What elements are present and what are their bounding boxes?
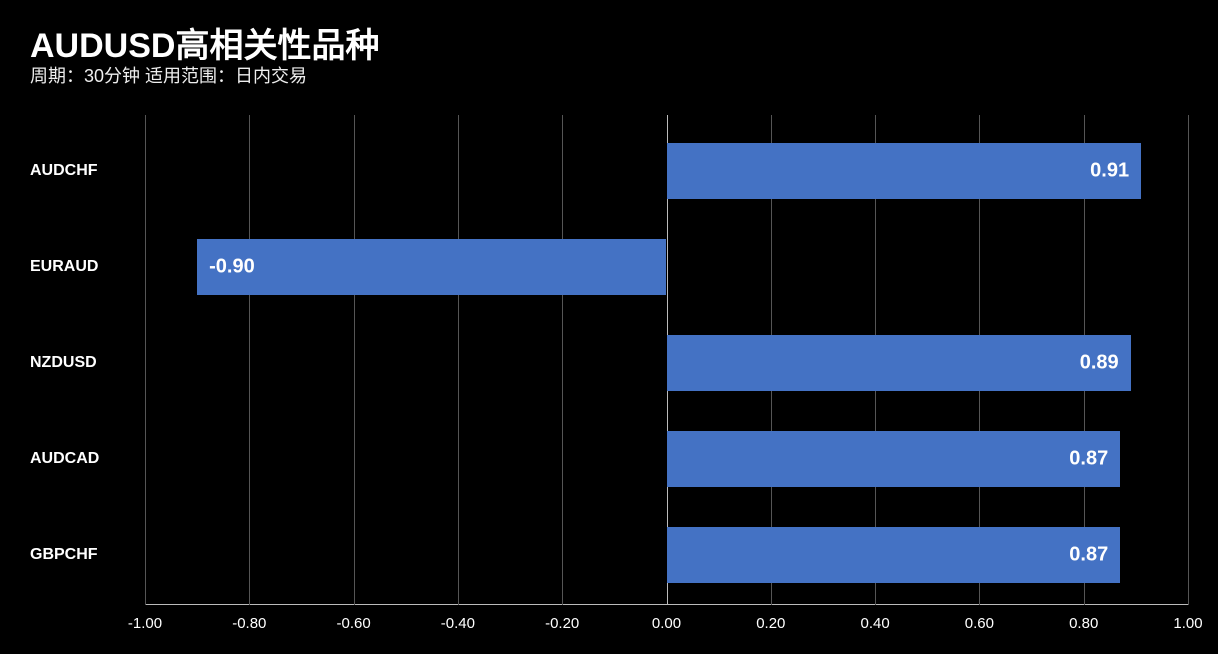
y-category-label: EURAUD bbox=[30, 258, 135, 276]
x-tick-label: -0.80 bbox=[232, 615, 266, 632]
bar-row: -0.90 bbox=[145, 239, 1188, 295]
bar-value-label: 0.87 bbox=[1069, 448, 1108, 471]
x-tick-label: -1.00 bbox=[128, 615, 162, 632]
bar-value-label: 0.91 bbox=[1090, 160, 1129, 183]
chart-title: AUDUSD高相关性品种 bbox=[30, 18, 379, 67]
chart-area: -1.00-0.80-0.60-0.40-0.200.000.200.400.6… bbox=[30, 115, 1188, 605]
bar-row: 0.87 bbox=[145, 527, 1188, 583]
bar-row: 0.89 bbox=[145, 335, 1188, 391]
y-category-label: NZDUSD bbox=[30, 354, 135, 372]
bar-value-label: 0.89 bbox=[1080, 352, 1119, 375]
x-tick-label: 0.20 bbox=[756, 615, 785, 632]
x-tick-label: 0.40 bbox=[860, 615, 889, 632]
bar bbox=[197, 239, 666, 295]
plot-area: -1.00-0.80-0.60-0.40-0.200.000.200.400.6… bbox=[145, 115, 1188, 605]
bar-row: 0.87 bbox=[145, 431, 1188, 487]
x-tick-label: -0.20 bbox=[545, 615, 579, 632]
bar-value-label: 0.87 bbox=[1069, 544, 1108, 567]
x-tick-label: -0.60 bbox=[336, 615, 370, 632]
y-category-label: AUDCAD bbox=[30, 450, 135, 468]
bar-value-label: -0.90 bbox=[209, 256, 255, 279]
x-tick-label: -0.40 bbox=[441, 615, 475, 632]
bar bbox=[667, 431, 1121, 487]
bar bbox=[667, 527, 1121, 583]
x-tick-label: 0.80 bbox=[1069, 615, 1098, 632]
y-category-label: GBPCHF bbox=[30, 546, 135, 564]
x-tick-label: 0.00 bbox=[652, 615, 681, 632]
x-tick-label: 1.00 bbox=[1173, 615, 1202, 632]
bar bbox=[667, 335, 1131, 391]
x-tick-label: 0.60 bbox=[965, 615, 994, 632]
chart-subtitle: 周期：30分钟 适用范围：日内交易 bbox=[30, 62, 307, 88]
gridline bbox=[1188, 115, 1189, 605]
bar-row: 0.91 bbox=[145, 143, 1188, 199]
bar bbox=[667, 143, 1142, 199]
y-category-label: AUDCHF bbox=[30, 162, 135, 180]
